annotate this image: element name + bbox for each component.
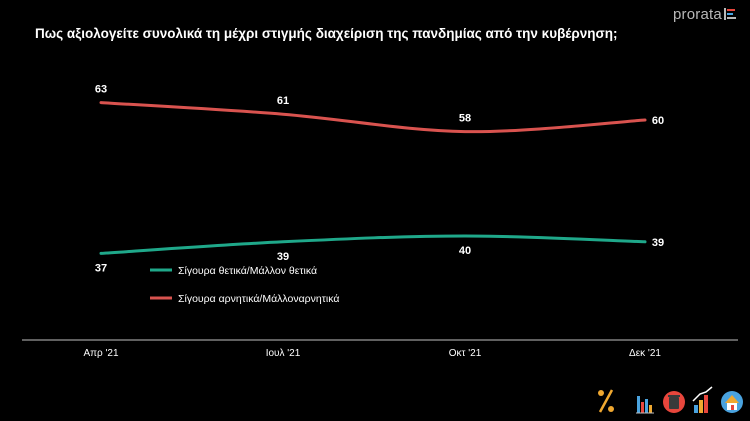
x-tick-label: Ιουλ '21 bbox=[266, 348, 301, 359]
chart-title: Πως αξιολογείτε συνολικά τη μέχρι στιγμή… bbox=[35, 26, 618, 41]
data-label: 39 bbox=[277, 251, 289, 263]
trash-bin-icon bbox=[663, 391, 685, 413]
growth-chart-icon bbox=[692, 386, 713, 413]
x-tick-label: Οκτ '21 bbox=[449, 348, 482, 359]
series-line-positive bbox=[99, 234, 647, 255]
home-network-icon bbox=[721, 391, 743, 413]
legend-label-positive: Σίγουρα θετικά/Μάλλον θετικά bbox=[178, 265, 317, 277]
series-line-negative bbox=[99, 101, 647, 134]
data-label: 63 bbox=[95, 84, 107, 96]
footer-icons bbox=[598, 386, 743, 414]
bar-chart-icon bbox=[636, 396, 654, 414]
brand-logo: prorata bbox=[673, 6, 722, 23]
data-label: 37 bbox=[95, 262, 107, 274]
x-tick-label: Απρ '21 bbox=[83, 348, 119, 359]
brand-mark-icon bbox=[724, 8, 736, 20]
data-label: 40 bbox=[459, 245, 471, 257]
data-label: 58 bbox=[459, 113, 471, 125]
legend-label-negative: Σίγουρα αρνητικά/Μάλλοναρνητικά bbox=[178, 293, 339, 305]
data-label: 61 bbox=[277, 95, 289, 107]
percent-icon bbox=[598, 389, 614, 413]
data-label: 60 bbox=[652, 115, 664, 127]
data-label: 39 bbox=[652, 237, 664, 249]
x-tick-label: Δεκ '21 bbox=[629, 348, 661, 359]
